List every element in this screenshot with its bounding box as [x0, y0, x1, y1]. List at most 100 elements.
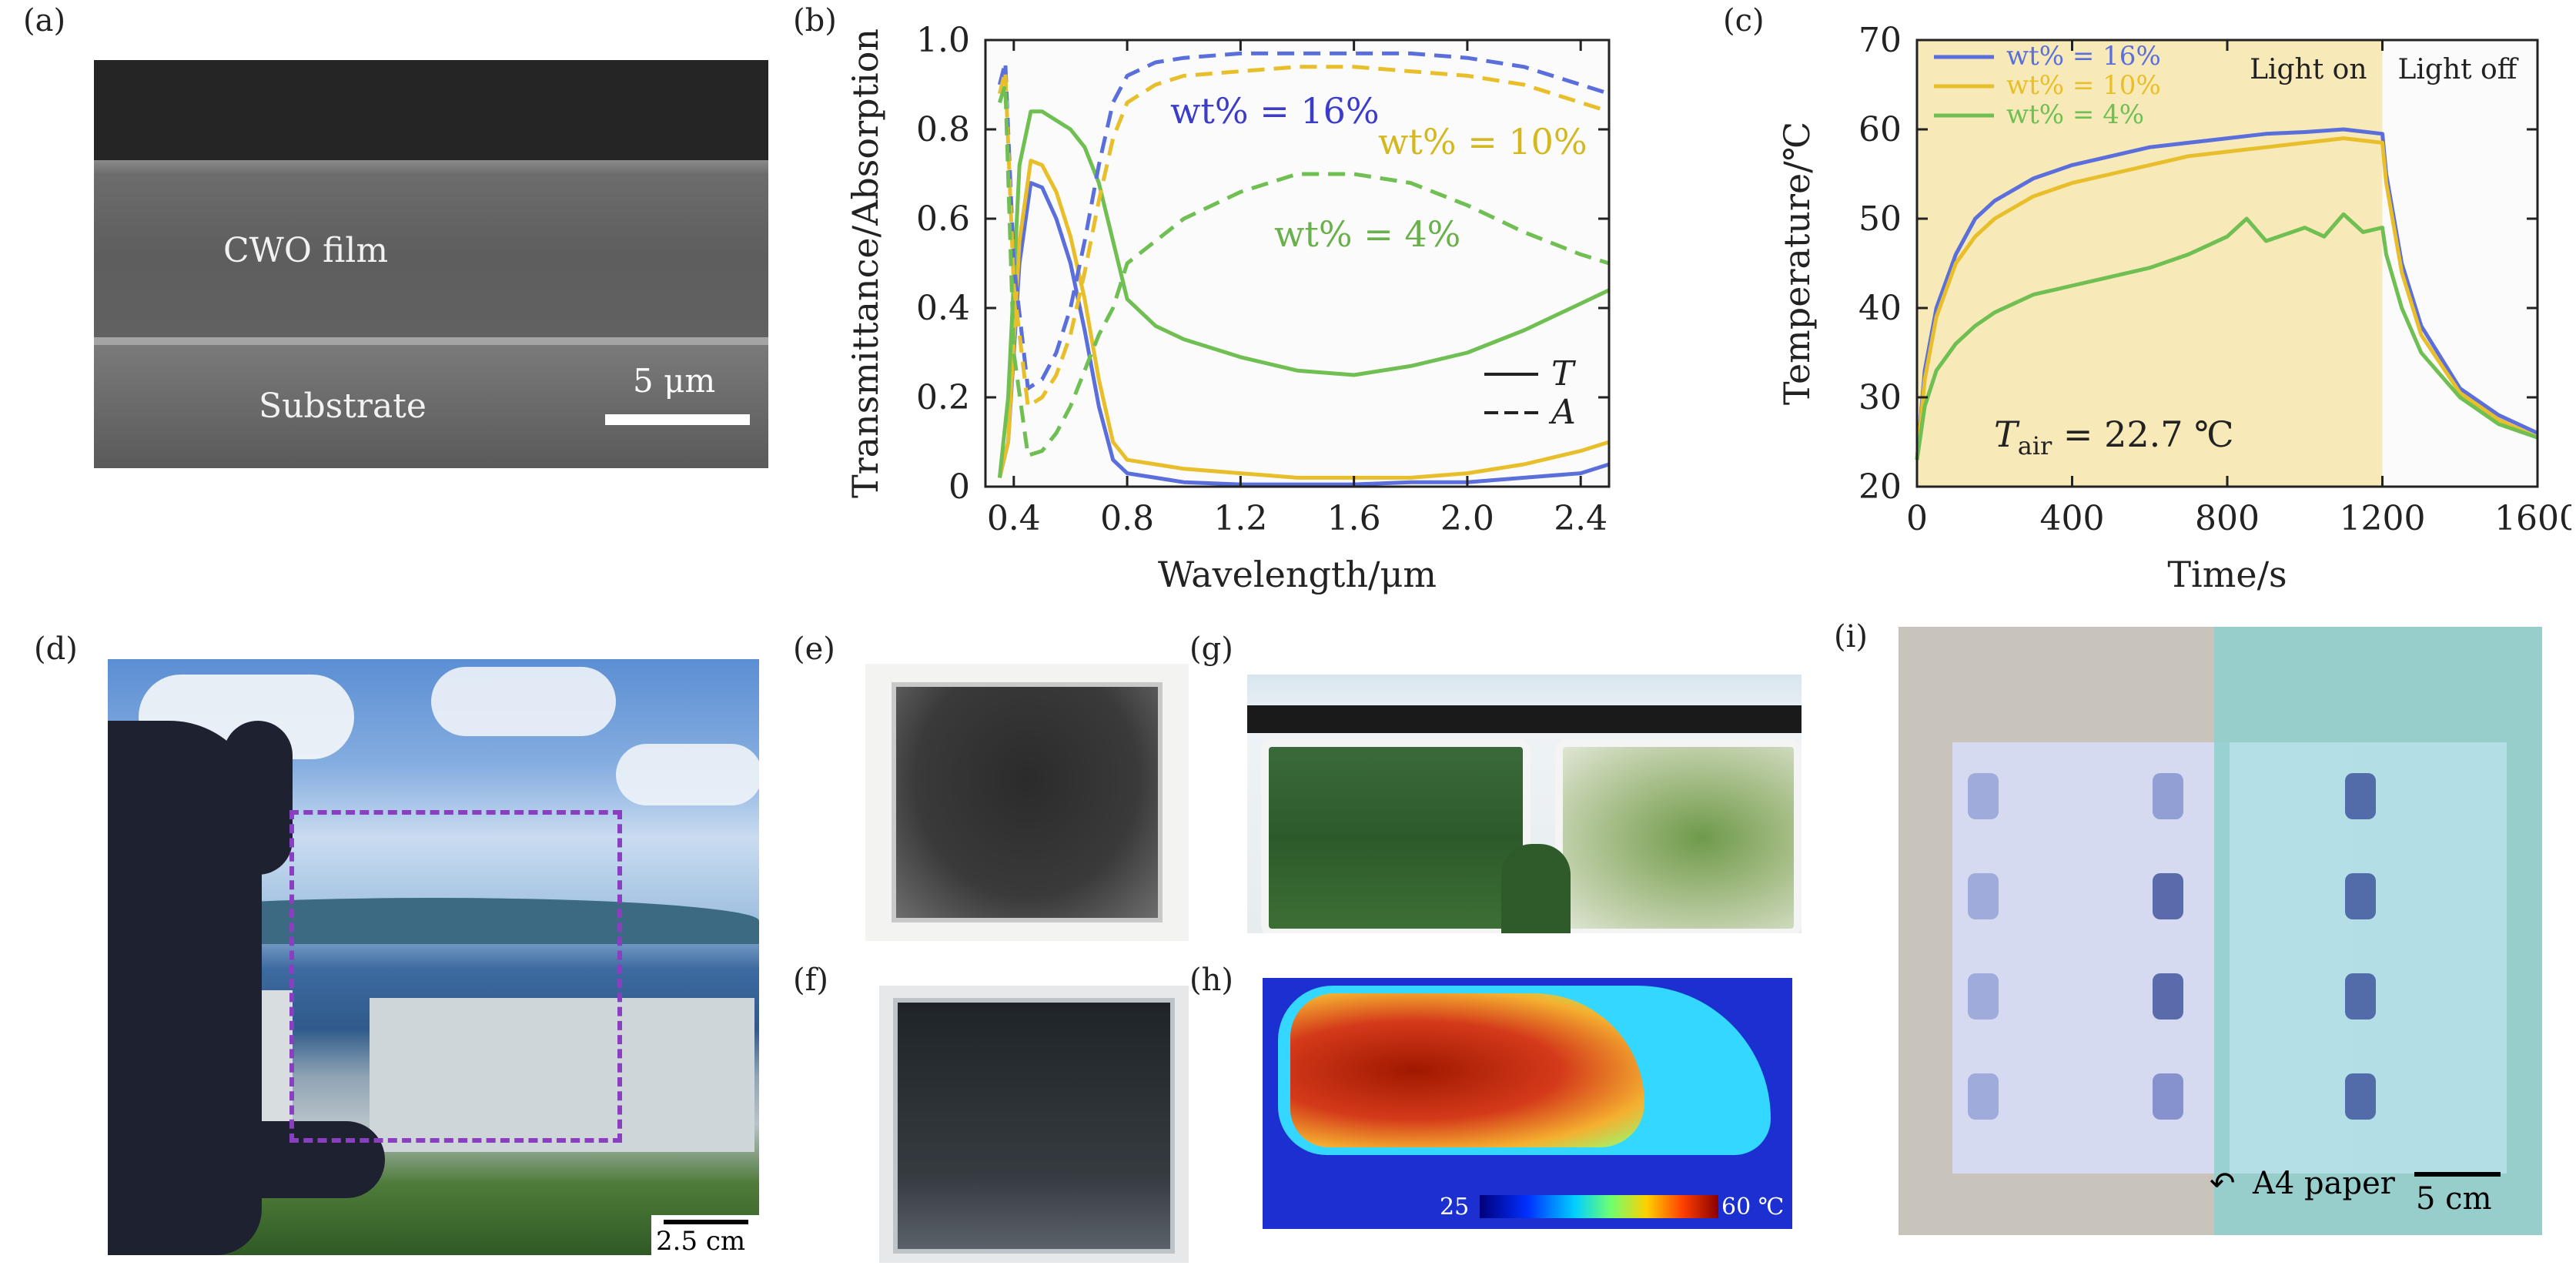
light-on-label: Light on: [2250, 54, 2367, 85]
scalebar: [664, 1220, 748, 1224]
building-shape: [370, 998, 754, 1152]
panel-label-h: (h): [1189, 963, 1233, 998]
x-tick-label: 2.0: [1440, 499, 1494, 538]
x-tick-label: 2.4: [1554, 499, 1607, 538]
panel-label-e: (e): [793, 631, 835, 667]
thermal-image: 25 60 ℃: [1263, 978, 1792, 1229]
logo-mark: [1968, 1073, 1999, 1120]
y-tick-label: 20: [1858, 467, 1902, 507]
y-tick-label: 30: [1858, 378, 1902, 417]
colorbar: [1480, 1195, 1718, 1218]
y-tick-label: 0.8: [916, 110, 970, 149]
colorbar-min-label: 25: [1440, 1194, 1470, 1220]
logo-mark: [1968, 773, 1999, 819]
panel-label-b: (b): [793, 3, 837, 39]
y-tick-label: 40: [1858, 289, 1902, 328]
dashed-frame: [289, 810, 622, 1143]
logo-mark: [2153, 773, 2183, 819]
light-on-region: [1917, 40, 2383, 487]
scalebar-label: 2.5 cm: [656, 1226, 746, 1255]
window-photo: 2.5 cm: [108, 659, 759, 1255]
sem-image: CWO film Substrate 5 μm: [94, 60, 768, 468]
x-tick-label: 1600: [2494, 499, 2571, 538]
a4-paper-label: A4 paper: [2253, 1166, 2395, 1201]
logo-mark: [2345, 873, 2376, 919]
y-tick-label: 70: [1858, 21, 1902, 60]
panel-label-d: (d): [34, 631, 78, 667]
x-tick-label: 1.2: [1213, 499, 1267, 538]
y-axis-label: Transmittance/Absorption: [845, 28, 886, 498]
lens-left: [1261, 739, 1531, 933]
thermal-hot-region: [1290, 993, 1644, 1147]
sem-substrate-layer: [94, 345, 768, 468]
glasses-photo: [1247, 675, 1802, 933]
scalebar-label: 5 cm: [2416, 1181, 2492, 1217]
legend-label-1: wt% = 10%: [2006, 70, 2161, 101]
series-line-wt% = 10%: [1915, 136, 2539, 460]
series-line-10%-T: [997, 159, 1610, 480]
series-line-10%-A: [997, 65, 1610, 409]
cloud-shape: [431, 667, 616, 736]
logo-mark: [2345, 1073, 2376, 1120]
a4-comparison-photo: ↶ A4 paper 5 cm: [1899, 627, 2542, 1235]
sem-film-text: CWO film: [223, 231, 389, 270]
x-tick-label: 0: [1906, 499, 1928, 538]
sem-scalebar-text: 5 μm: [633, 362, 716, 400]
dark-coating: [898, 1003, 1170, 1249]
logo-mark: [2345, 973, 2376, 1020]
hand-thumb: [216, 1121, 385, 1198]
legend-label-A: A: [1548, 393, 1576, 432]
colorbar-max-label: 60 ℃: [1721, 1194, 1785, 1220]
logo-mark: [2153, 1073, 2183, 1120]
dark-coating: [896, 687, 1158, 918]
logo-mark: [2153, 973, 2183, 1020]
y-tick-label: 60: [1858, 110, 1902, 149]
lens-right: [1555, 739, 1802, 933]
logo-grid: [1968, 773, 2491, 1158]
x-tick-label: 400: [2040, 499, 2105, 538]
glasses-frame-top: [1247, 705, 1802, 733]
series-line-16%-T: [997, 181, 1610, 487]
nose-bridge: [1501, 844, 1571, 933]
arrow-icon: ↶: [2210, 1166, 2236, 1201]
sem-substrate-text: Substrate: [259, 387, 427, 426]
x-axis-label: Wavelength/μm: [1158, 554, 1437, 595]
series-line-4%-T: [997, 109, 1611, 478]
cloud-shape: [616, 744, 759, 805]
chart-c: 0 400 800 1200 1600 20 30 40 50 60 70 Time/s Tempera…: [1776, 21, 2571, 595]
x-tick-label: 1200: [2340, 499, 2426, 538]
panel-label-f: (f): [793, 963, 829, 998]
x-tick-label: 0.4: [987, 499, 1041, 538]
sample-photo-f: [879, 986, 1189, 1263]
y-axis-label: Temperature/℃: [1776, 122, 1818, 405]
panel-label-a: (a): [23, 3, 66, 39]
y-tick-label: 0.6: [916, 199, 970, 239]
tair-annotation: Tair = 22.7 ℃: [1994, 414, 2234, 460]
scalebar: [2414, 1172, 2501, 1177]
x-tick-label: 1.6: [1327, 499, 1381, 538]
panel-label-c: (c): [1723, 3, 1765, 39]
series-line-4%-A: [998, 82, 1610, 457]
logo-mark: [1968, 873, 1999, 919]
hand-finger: [223, 721, 293, 875]
y-tick-label: 0: [948, 467, 970, 507]
light-off-label: Light off: [2398, 54, 2519, 85]
sem-interface-line: [94, 337, 768, 345]
series-line-wt% = 4%: [1915, 212, 2538, 460]
annotation-16: wt% = 16%: [1170, 90, 1380, 132]
logo-mark: [1968, 973, 1999, 1020]
x-tick-label: 800: [2195, 499, 2260, 538]
y-tick-label: 0.2: [916, 378, 970, 417]
legend-label-2: wt% = 4%: [2006, 99, 2144, 130]
y-tick-label: 50: [1858, 199, 1902, 239]
sample-photo-e: [865, 664, 1189, 941]
logo-mark: [2345, 773, 2376, 819]
legend-label-T: T: [1551, 354, 1577, 393]
legend-label-0: wt% = 16%: [2006, 41, 2161, 72]
series-line-16%-A: [997, 51, 1610, 390]
x-tick-label: 0.8: [1100, 499, 1154, 538]
sem-dark-top: [94, 60, 768, 160]
annotation-10: wt% = 10%: [1378, 121, 1587, 162]
y-tick-label: 0.4: [916, 289, 970, 328]
logo-mark: [2153, 873, 2183, 919]
